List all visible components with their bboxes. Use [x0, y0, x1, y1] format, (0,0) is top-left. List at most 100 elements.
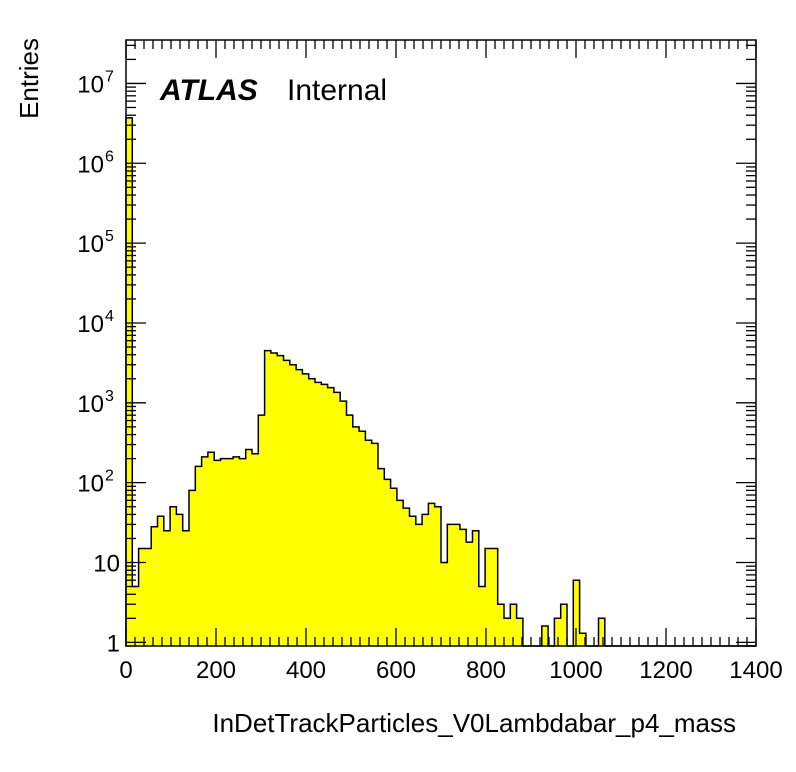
- histogram-bar: [264, 350, 272, 646]
- histogram-bar: [447, 524, 454, 646]
- histogram-bar: [258, 415, 265, 646]
- histogram-bar: [365, 440, 372, 646]
- x-axis-title: InDetTrackParticles_V0Lambdabar_p4_mass: [212, 708, 736, 738]
- y-tick-label: 10: [77, 471, 104, 498]
- histogram-bar: [472, 530, 480, 646]
- histogram-bar: [321, 384, 328, 646]
- histogram-bar: [478, 586, 486, 646]
- histogram-bar: [390, 488, 398, 646]
- histogram-bar: [485, 548, 492, 646]
- histogram-bar: [466, 542, 473, 646]
- histogram-bar: [220, 458, 228, 646]
- histogram-bar: [415, 524, 423, 646]
- histogram-bar: [252, 453, 259, 646]
- histogram-bar: [378, 468, 385, 646]
- y-tick-label: 10: [77, 231, 104, 258]
- histogram-bar: [239, 458, 246, 646]
- histogram-bar: [157, 516, 165, 646]
- y-tick-label: 10: [77, 391, 104, 418]
- x-tick-labels: 0 200 400 600 800 1000 1200 1400: [119, 657, 782, 684]
- histogram-bar: [409, 516, 417, 646]
- histogram-bar: [214, 460, 221, 646]
- histogram-bar: [422, 514, 429, 646]
- histogram-bar: [554, 618, 561, 646]
- histogram-bar: [151, 526, 158, 646]
- x-tick-label: 200: [196, 657, 236, 684]
- x-tick-label: 1000: [549, 657, 602, 684]
- histogram-bar: [289, 364, 297, 646]
- x-tick-label: 800: [466, 657, 506, 684]
- histogram-bar: [573, 580, 580, 646]
- atlas-label: ATLAS: [159, 74, 258, 107]
- x-tick-label: 400: [286, 657, 326, 684]
- histogram-bar: [189, 490, 196, 646]
- histogram-bar: [296, 369, 303, 646]
- histogram-bar: [371, 443, 379, 646]
- histogram-bar: [384, 479, 391, 646]
- y-tick-label: 1: [107, 630, 120, 657]
- histogram-bar: [510, 604, 517, 646]
- histogram-bar: [333, 392, 341, 646]
- histogram-bar: [346, 415, 354, 646]
- histogram-bar: [396, 500, 404, 646]
- histogram-bar: [176, 514, 183, 646]
- histogram-bar: [428, 503, 435, 646]
- x-tick-label: 600: [376, 657, 416, 684]
- y-tick-exponent: 2: [105, 468, 114, 485]
- y-tick-label: 10: [77, 151, 104, 178]
- histogram-bar: [226, 458, 234, 646]
- histogram-bar: [598, 618, 606, 646]
- histogram-bar: [245, 449, 253, 646]
- y-axis-title: Entries: [14, 38, 44, 119]
- histogram-bar: [233, 456, 240, 646]
- histogram-bar: [283, 360, 291, 646]
- y-tick-exponent: 5: [105, 228, 114, 245]
- histogram-bar: [434, 506, 442, 646]
- y-tick-exponent: 4: [105, 308, 114, 325]
- histogram-bar: [516, 618, 524, 646]
- atlas-status-label: Internal: [287, 74, 387, 107]
- x-tick-label: 0: [119, 657, 132, 684]
- y-tick-exponent: 3: [105, 388, 114, 405]
- histogram-bar: [144, 548, 152, 646]
- histogram-bar: [504, 618, 511, 646]
- histogram-bar: [327, 387, 335, 646]
- histogram-bar: [126, 117, 133, 647]
- histogram-bar: [441, 562, 448, 646]
- histogram-bar: [459, 529, 467, 646]
- y-tick-label: 10: [77, 311, 104, 338]
- histogram-bar: [132, 586, 139, 646]
- histogram-bar: [170, 506, 177, 646]
- histogram-bar: [195, 466, 202, 646]
- y-tick-label: 10: [77, 71, 104, 98]
- histogram-bar: [201, 456, 209, 646]
- x-tick-label: 1200: [639, 657, 692, 684]
- histogram-bar: [277, 355, 284, 646]
- histogram-bar: [541, 626, 549, 646]
- histogram-bar: [352, 426, 360, 646]
- histogram-bar: [340, 401, 347, 646]
- histogram-bar: [302, 373, 309, 646]
- histogram-bar: [497, 604, 505, 646]
- histogram-bar: [270, 353, 278, 646]
- histogram-bar: [163, 530, 171, 646]
- axis-frame: [125, 39, 757, 647]
- histogram-bar: [560, 604, 568, 646]
- histogram-bar: [207, 452, 215, 646]
- x-tick-label: 1400: [729, 657, 782, 684]
- histogram-bar: [491, 548, 498, 646]
- histogram-bar: [403, 508, 410, 646]
- histogram-bar: [453, 524, 461, 646]
- histogram-bar: [182, 530, 190, 646]
- histogram-bar: [308, 378, 316, 646]
- histogram-bar: [359, 431, 366, 646]
- histogram-bars: [125, 117, 756, 647]
- y-tick-label: 10: [93, 551, 120, 578]
- y-tick-exponent: 6: [105, 148, 114, 165]
- histogram-bar: [579, 633, 587, 646]
- histogram-bar: [315, 382, 322, 646]
- y-tick-exponent: 7: [105, 68, 114, 85]
- histogram-bar: [138, 548, 146, 646]
